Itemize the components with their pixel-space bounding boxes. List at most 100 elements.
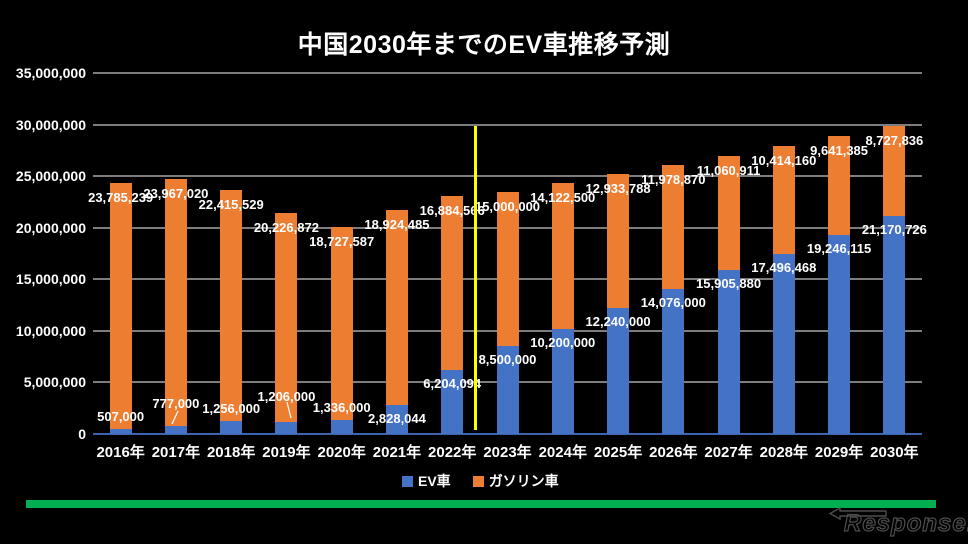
y-axis-tick-label: 15,000,000: [15, 271, 86, 288]
ev-bar-segment: [330, 420, 353, 434]
gridline: [93, 175, 922, 178]
x-axis-label: 2017年: [151, 444, 201, 461]
x-axis-line: [93, 433, 922, 435]
ev-value-label: 777,000: [152, 395, 200, 411]
gasoline-value-label: 14,122,500: [530, 190, 596, 206]
ev-bar-segment: [441, 370, 464, 434]
y-axis-tick-label: 0: [78, 426, 86, 442]
watermark-text: Response.: [843, 509, 968, 537]
ev-value-label: 10,200,000: [530, 334, 596, 350]
gasoline-bar-segment: [717, 155, 740, 270]
x-axis-label: 2030年: [870, 444, 919, 461]
ev-value-label: 17,496,468: [751, 259, 817, 275]
x-axis-label: 2028年: [759, 444, 809, 461]
ev-bar-segment: [828, 235, 851, 434]
gasoline-bar-segment: [275, 212, 298, 422]
ev-value-label: 1,256,000: [202, 401, 261, 417]
gasoline-value-label: 8,727,836: [865, 132, 924, 148]
legend-label-gasoline: ガソリン車: [488, 473, 559, 489]
x-axis-label: 2023年: [483, 444, 532, 461]
ev-bar-segment: [717, 269, 740, 434]
ev-value-label: 2,828,044: [368, 410, 426, 426]
gasoline-value-label: 20,226,872: [253, 219, 319, 235]
gasoline-bar-segment: [772, 146, 795, 254]
ev-value-label: 1,336,000: [312, 400, 371, 416]
ev-bar-segment: [275, 421, 298, 434]
gasoline-bar-segment: [607, 174, 630, 308]
x-axis-label: 2022年: [428, 444, 477, 461]
gridline: [93, 72, 922, 74]
x-axis-label: 2026年: [649, 444, 698, 461]
gridline: [93, 123, 922, 126]
y-axis-tick-label: 5,000,000: [23, 374, 86, 391]
gasoline-bar-segment: [496, 191, 519, 347]
ev-value-label: 14,076,000: [640, 294, 706, 310]
forecast-divider-line: [474, 126, 477, 430]
gasoline-value-label: 22,415,529: [198, 196, 264, 212]
ev-bar-segment: [883, 215, 906, 434]
gasoline-bar-segment: [662, 165, 685, 289]
ev-bar-segment: [220, 421, 243, 434]
x-axis-label: 2021年: [372, 444, 422, 461]
ev-bar-segment: [772, 253, 795, 434]
ev-value-label: 507,000: [97, 408, 145, 424]
footer-accent-bar: [26, 500, 936, 508]
gasoline-value-label: 23,967,020: [143, 185, 209, 201]
response-watermark: Response.: [826, 506, 968, 542]
ev-value-label: 19,246,115: [806, 241, 872, 257]
gasoline-value-label: 11,978,870: [641, 172, 706, 188]
gasoline-bar-segment: [385, 209, 408, 405]
ev-bar-segment: [109, 428, 132, 434]
ev-bar-segment: [496, 346, 519, 434]
y-axis-tick-label: 10,000,000: [15, 322, 86, 339]
ev-value-label: 1,206,000: [257, 388, 316, 404]
ev-bar-segment: [551, 328, 574, 434]
x-axis-label: 2019年: [262, 444, 311, 461]
gasoline-value-label: 12,933,788: [585, 181, 651, 197]
gasoline-value-label: 15,000,000: [474, 198, 541, 214]
ev-bar-segment: [607, 307, 630, 434]
chart-legend: EV車 ガソリン車: [402, 471, 559, 491]
ev-legend-swatch-icon: [402, 475, 413, 487]
ev-value-label: 8,500,000: [478, 352, 537, 368]
gasoline-bar-segment: [164, 178, 187, 426]
gasoline-value-label: 9,641,385: [810, 143, 869, 159]
y-axis-tick-label: 35,000,000: [15, 65, 86, 81]
x-axis-label: 2029年: [814, 444, 864, 461]
x-axis-label: 2018年: [206, 444, 256, 461]
chart-title: 中国2030年までのEV車推移予測: [297, 31, 671, 59]
ev-value-label: 21,170,726: [861, 221, 927, 237]
y-axis-tick-label: 30,000,000: [15, 116, 86, 133]
legend-item-ev: EV車: [402, 471, 451, 491]
ev-value-label: 12,240,000: [585, 313, 651, 329]
gasoline-value-label: 16,884,566: [419, 202, 485, 218]
watermark-arrow-icon: [828, 506, 887, 520]
gasoline-value-label: 18,924,485: [364, 216, 430, 232]
ev-bar-segment: [164, 425, 187, 434]
y-axis-tick-label: 20,000,000: [15, 219, 86, 236]
gasoline-bar-segment: [109, 183, 132, 429]
gasoline-value-label: 18,727,587: [309, 234, 375, 250]
x-axis-label: 2020年: [317, 444, 366, 461]
ev-value-label: 15,905,880: [696, 275, 762, 291]
x-axis-label: 2016年: [96, 444, 145, 461]
ev-bar-segment: [385, 404, 408, 434]
y-axis-tick-label: 25,000,000: [15, 168, 86, 185]
gasoline-bar-segment: [883, 125, 906, 216]
x-axis-label: 2027年: [704, 444, 753, 461]
gasoline-bar-segment: [441, 195, 464, 370]
gasoline-legend-swatch-icon: [472, 475, 484, 487]
legend-item-gasoline: ガソリン車: [472, 471, 559, 491]
gasoline-bar-segment: [551, 183, 574, 329]
gasoline-value-label: 23,785,239: [88, 190, 154, 206]
gasoline-value-label: 11,060,911: [696, 162, 761, 178]
gasoline-value-label: 10,414,160: [751, 153, 817, 169]
ev-value-label: 6,204,094: [423, 376, 482, 391]
x-axis-label: 2025年: [593, 444, 643, 461]
gasoline-bar-segment: [828, 136, 851, 236]
gasoline-bar-segment: [330, 227, 353, 421]
gasoline-bar-segment: [220, 189, 243, 422]
x-axis-label: 2024年: [538, 444, 587, 461]
